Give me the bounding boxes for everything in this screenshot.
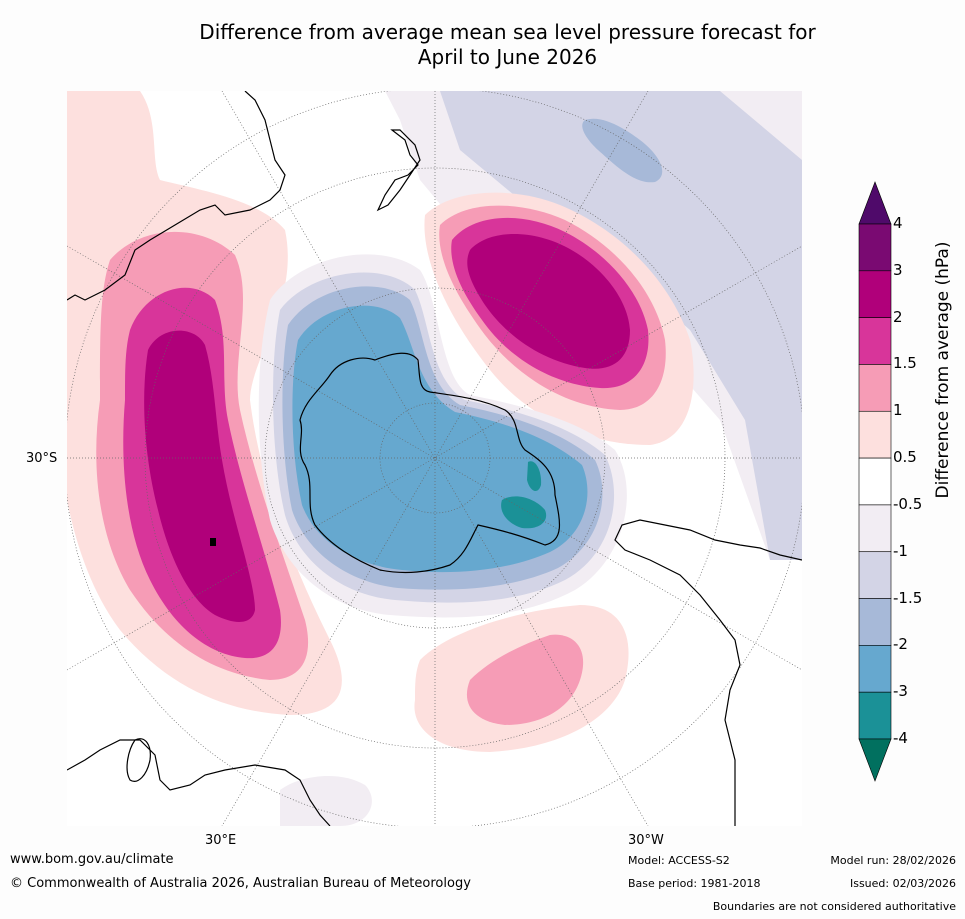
colorbar-tick-label: 1.5 [893, 354, 917, 373]
footer-model-run: Model run: 28/02/2026 [830, 854, 956, 867]
coastline-south-america [614, 519, 802, 826]
colorbar-bin [858, 223, 892, 272]
colorbar-tick-label: 0.5 [893, 448, 917, 467]
map-title: Difference from average mean sea level p… [100, 20, 915, 70]
coastline-madagascar [126, 738, 151, 782]
colorbar-bin [858, 364, 892, 412]
coastline-antarctica [299, 352, 561, 574]
colorbar-bin [858, 551, 892, 599]
colorbar-tick-label: 3 [893, 260, 903, 279]
colorbar-tick-label: -1.5 [893, 588, 923, 607]
colorbar-swatches [858, 181, 892, 782]
colorbar-tick-label: 1 [893, 401, 903, 420]
coastline-africa [67, 739, 331, 826]
colorbar-title: Difference from average (hPa) [933, 241, 953, 499]
coastline-new-zealand [376, 129, 421, 212]
colorbar-tick-label: -3 [893, 682, 908, 701]
colorbar-bin [858, 691, 892, 740]
lat-label-30s: 30°S [26, 451, 58, 466]
footer-website[interactable]: www.bom.gov.au/climate [10, 852, 174, 867]
footer-disclaimer: Boundaries are not considered authoritat… [712, 900, 956, 913]
colorbar-tick-label: 4 [893, 214, 903, 232]
lon-label-30e: 30°E [205, 833, 237, 848]
title-line-1: Difference from average mean sea level p… [199, 20, 816, 44]
colorbar-extend-max [858, 181, 892, 225]
lon-label-30w: 30°W [628, 833, 664, 848]
contour-positive-south-1 [466, 634, 584, 725]
footer-model: Model: ACCESS-S2 [628, 854, 730, 867]
graticule [67, 91, 802, 826]
footer-base-period: Base period: 1981-2018 [628, 877, 761, 890]
island-kerguelen [210, 538, 216, 546]
colorbar-bin [858, 504, 892, 553]
title-line-2: April to June 2026 [417, 45, 598, 69]
contour-negative-core-teal [501, 496, 547, 529]
colorbar-bin [858, 457, 892, 506]
colorbar-tick-label: -2 [893, 635, 908, 654]
contour-negative-east-band [440, 91, 802, 560]
contour-positive-east-3 [467, 234, 630, 369]
contour-negative-core-teal-2 [527, 461, 542, 492]
colorbar-tick-label: -1 [893, 541, 908, 560]
colorbar-bin [858, 317, 892, 365]
coastline-australia [67, 91, 286, 301]
colorbar-bin [858, 598, 892, 646]
contour-weak-negative-south [280, 775, 372, 826]
contour-positive-west-3 [144, 330, 255, 622]
colorbar-bin [858, 645, 892, 693]
contour-negative-east-core [582, 118, 663, 183]
colorbar-bin [858, 270, 892, 318]
coastlines [67, 91, 802, 826]
colorbar-extend-min [858, 738, 892, 782]
colorbar-tick-label: -0.5 [893, 494, 923, 513]
footer-issued: Issued: 02/03/2026 [849, 877, 956, 890]
footer-copyright: © Commonwealth of Australia 2026, Austra… [10, 876, 471, 891]
colorbar-tick-label: 2 [893, 307, 903, 326]
colorbar-bin [858, 410, 892, 459]
colorbar-tick-label: -4 [893, 729, 908, 747]
